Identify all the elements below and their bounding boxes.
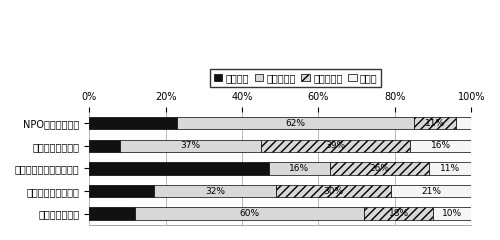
- Legend: 会員から, 自治体から, 観光客から, その他: 会員から, 自治体から, 観光客から, その他: [210, 69, 382, 87]
- Bar: [414, 117, 456, 129]
- Bar: [391, 185, 471, 197]
- Bar: [90, 162, 269, 174]
- Text: 32%: 32%: [206, 186, 226, 196]
- Bar: [120, 139, 261, 152]
- Text: 37%: 37%: [180, 141, 201, 150]
- Bar: [261, 139, 410, 152]
- Bar: [330, 162, 429, 174]
- Bar: [90, 117, 177, 129]
- Text: 26%: 26%: [370, 164, 390, 173]
- Bar: [90, 185, 154, 197]
- Bar: [433, 207, 472, 220]
- Bar: [276, 185, 391, 197]
- Bar: [429, 162, 472, 174]
- Text: 30%: 30%: [324, 186, 344, 196]
- Text: 62%: 62%: [286, 119, 306, 128]
- Text: 18%: 18%: [388, 209, 409, 218]
- Text: 60%: 60%: [240, 209, 260, 218]
- Text: 11%: 11%: [440, 164, 460, 173]
- Bar: [154, 185, 276, 197]
- Bar: [456, 117, 471, 129]
- Text: 39%: 39%: [326, 141, 345, 150]
- Text: 16%: 16%: [290, 164, 310, 173]
- Bar: [135, 207, 364, 220]
- Bar: [90, 139, 120, 152]
- Bar: [269, 162, 330, 174]
- Bar: [410, 139, 472, 152]
- Text: 16%: 16%: [430, 141, 451, 150]
- Bar: [177, 117, 414, 129]
- Bar: [364, 207, 433, 220]
- Text: 10%: 10%: [442, 209, 462, 218]
- Bar: [90, 207, 135, 220]
- Text: 11%: 11%: [425, 119, 445, 128]
- Text: 21%: 21%: [421, 186, 441, 196]
